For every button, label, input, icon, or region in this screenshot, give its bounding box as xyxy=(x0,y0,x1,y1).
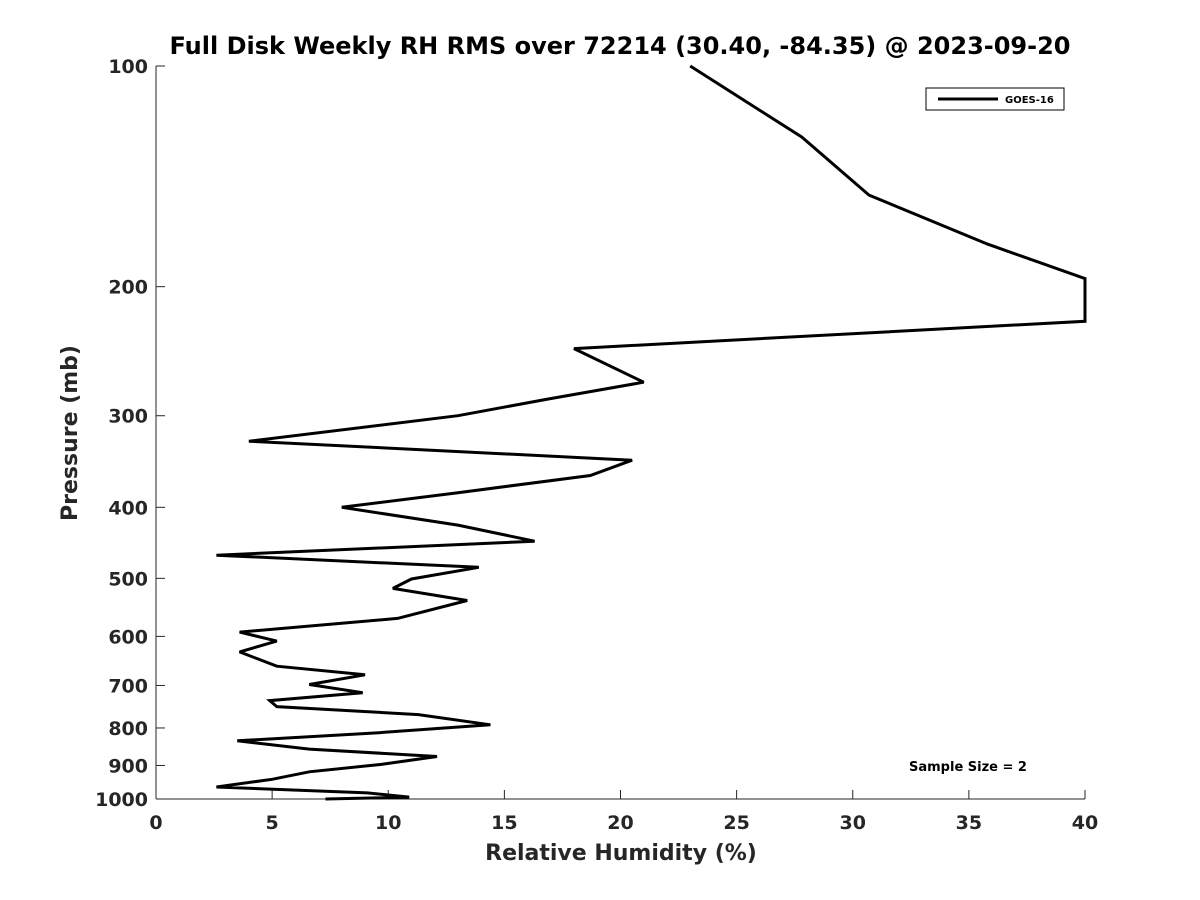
sample-size-annotation: Sample Size = 2 xyxy=(909,760,1027,775)
x-tick-label: 25 xyxy=(723,812,749,834)
y-tick-label: 900 xyxy=(108,755,148,777)
x-tick-label: 10 xyxy=(375,812,401,834)
x-tick-label: 20 xyxy=(607,812,633,834)
y-tick-label: 400 xyxy=(108,497,148,519)
y-tick-label: 100 xyxy=(108,56,148,78)
y-tick-label: 600 xyxy=(108,626,148,648)
x-axis-label: Relative Humidity (%) xyxy=(485,841,757,866)
legend: GOES-16 xyxy=(925,87,1065,111)
axes: 0 5 10 15 20 25 30 35 40 100 200 300 400 500 600 700 800… xyxy=(95,56,1098,834)
x-tick-label: 30 xyxy=(840,812,866,834)
y-tick-label: 1000 xyxy=(95,789,148,811)
y-tick-label: 800 xyxy=(108,718,148,740)
series-layer xyxy=(216,64,1087,801)
series-line-goes-16 xyxy=(216,64,1087,801)
x-tick-label: 35 xyxy=(956,812,982,834)
x-tick-label: 0 xyxy=(149,812,162,834)
y-axis-label: Pressure (mb) xyxy=(58,345,83,521)
x-tick-label: 15 xyxy=(491,812,517,834)
chart-title: Full Disk Weekly RH RMS over 72214 (30.4… xyxy=(169,32,1070,60)
y-tick-label: 500 xyxy=(108,568,148,590)
y-tick-label: 200 xyxy=(108,277,148,299)
y-tick-label: 300 xyxy=(108,406,148,428)
x-tick-label: 5 xyxy=(266,812,279,834)
x-tick-label: 40 xyxy=(1072,812,1098,834)
legend-label-goes-16: GOES-16 xyxy=(1005,95,1054,106)
y-tick-label: 700 xyxy=(108,675,148,697)
